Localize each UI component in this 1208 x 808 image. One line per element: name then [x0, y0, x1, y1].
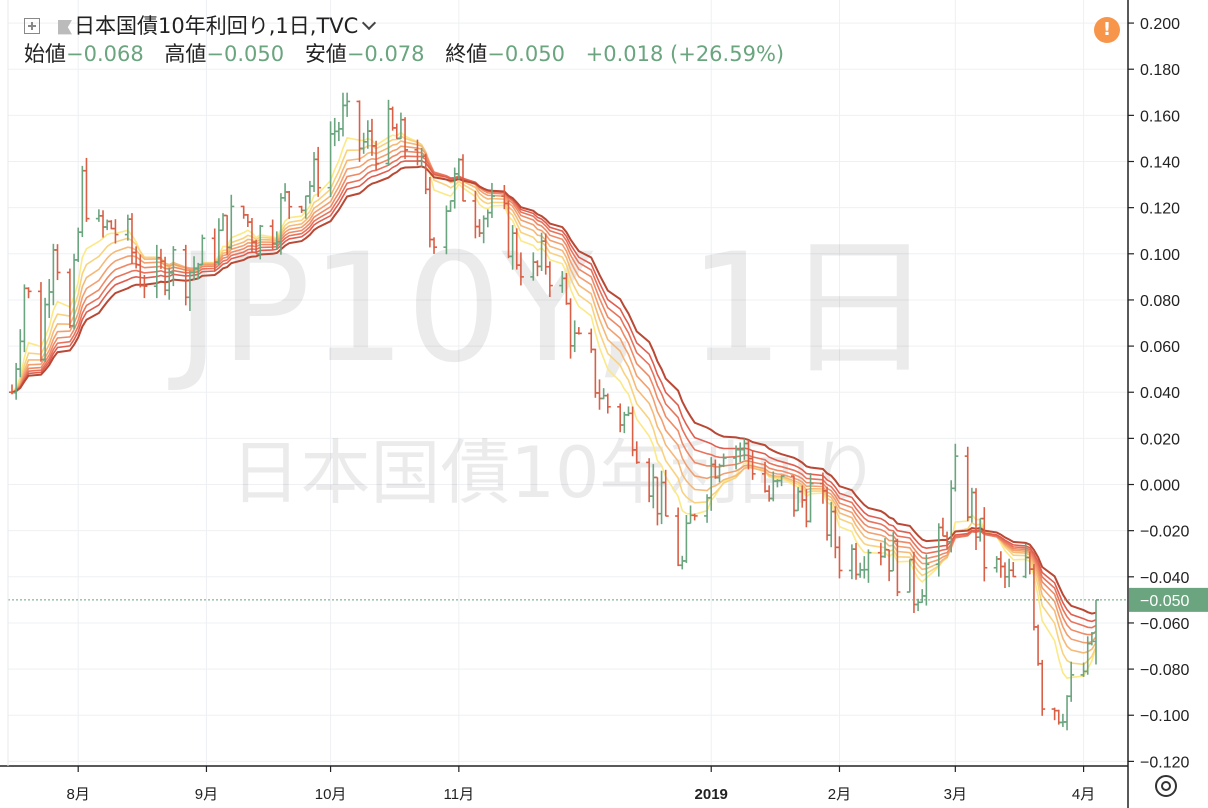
x-tick-label: 11月: [444, 786, 475, 803]
y-tick-label: 0.040: [1140, 385, 1180, 402]
y-tick-label: 0.120: [1140, 201, 1180, 218]
y-tick-label: −0.020: [1140, 524, 1189, 541]
y-tick-label: 0.140: [1140, 155, 1180, 172]
low-label: 安値: [304, 42, 347, 66]
ohlc-row: 始値−0.068 高値−0.050 安値−0.078 終値−0.050 +0.0…: [24, 40, 784, 68]
low-value: −0.078: [346, 42, 425, 66]
open-label: 始値: [24, 42, 66, 66]
open-value: −0.068: [66, 42, 144, 66]
high-label: 高値: [164, 42, 207, 66]
last-price-badge: [1129, 587, 1208, 612]
y-tick-label: −0.040: [1140, 570, 1189, 587]
ma-line: [11, 165, 1097, 615]
x-tick-label: 10月: [315, 786, 347, 803]
interval-label[interactable]: 1日: [275, 14, 310, 38]
exclamation-icon[interactable]: !: [1094, 17, 1120, 43]
x-tick-label: 2019: [695, 786, 728, 803]
watermark-symbol: JP10Y, 1日: [168, 222, 934, 396]
plus-square-icon[interactable]: [24, 18, 40, 34]
watermark-name: 日本国債10年利回り: [230, 432, 879, 514]
legend: 日本国債10年利回り, 1日, TVC 始値−0.068 高値−0.050 安値…: [24, 12, 784, 68]
title-separator: ,: [268, 14, 276, 38]
y-tick-label: 0.180: [1140, 62, 1180, 79]
y-tick-label: −0.080: [1140, 662, 1189, 679]
x-tick-label: 4月: [1072, 786, 1095, 803]
title-separator-2: ,: [309, 14, 317, 38]
y-tick-label: −0.060: [1140, 616, 1189, 633]
legend-title-row: 日本国債10年利回り, 1日, TVC: [24, 12, 784, 40]
y-tick-label: 0.000: [1140, 478, 1180, 495]
x-tick-label: 2月: [828, 786, 851, 803]
y-tick-label: 0.020: [1140, 431, 1180, 448]
x-tick-label: 3月: [944, 786, 967, 803]
x-tick-label: 9月: [195, 786, 218, 803]
ma-line: [11, 131, 1097, 679]
last-price-badge-label: −0.050: [1140, 593, 1189, 610]
change-percent: (+26.59%): [670, 42, 785, 66]
source-label[interactable]: TVC: [316, 14, 359, 38]
y-tick-label: 0.160: [1140, 108, 1180, 125]
close-label: 終値: [445, 42, 488, 66]
gear-icon[interactable]: [1155, 775, 1177, 797]
flag-icon[interactable]: [58, 20, 64, 28]
x-tick-label: 8月: [67, 786, 90, 803]
y-tick-label: 0.100: [1140, 247, 1180, 264]
ma-line: [11, 145, 1097, 644]
change-value: +0.018: [585, 42, 664, 66]
y-tick-label: −0.100: [1140, 708, 1189, 725]
y-tick-label: 0.080: [1140, 293, 1180, 310]
ma-line: [11, 150, 1097, 636]
high-value: −0.050: [206, 42, 285, 66]
y-tick-label: 0.060: [1140, 339, 1180, 356]
close-value: −0.050: [487, 42, 565, 66]
ma-line: [11, 159, 1097, 623]
y-tick-label: −0.120: [1140, 754, 1189, 771]
symbol-title[interactable]: 日本国債10年利回り: [74, 14, 269, 38]
y-tick-label: 0.200: [1140, 16, 1180, 33]
chevron-down-icon[interactable]: [362, 15, 377, 31]
